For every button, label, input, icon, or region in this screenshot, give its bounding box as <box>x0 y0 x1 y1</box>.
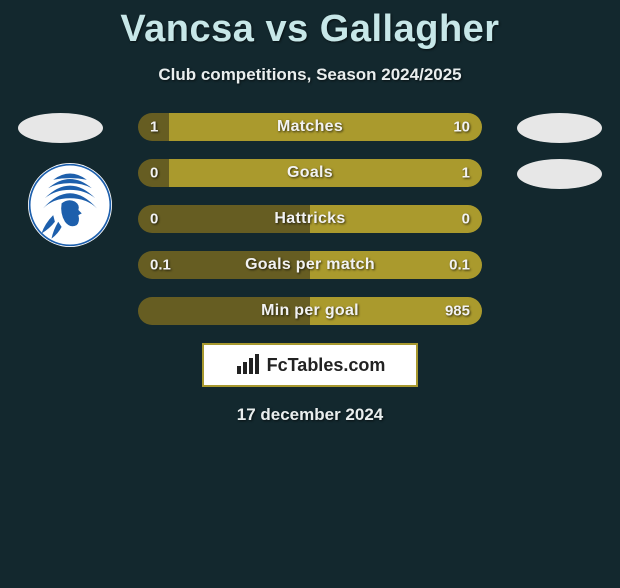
stat-row: 1Matches10 <box>138 113 482 141</box>
footer-brand: FcTables.com <box>267 355 386 376</box>
player-left-badge-1 <box>18 113 103 143</box>
stat-row: Min per goal985 <box>138 297 482 325</box>
stat-right-value: 10 <box>453 119 470 136</box>
stat-right-value: 985 <box>445 303 470 320</box>
player-right-badge-2 <box>517 159 602 189</box>
stat-label: Hattricks <box>138 210 482 228</box>
player-left-team-logo <box>28 163 112 247</box>
date: 17 december 2024 <box>0 405 620 425</box>
stat-right-value: 0.1 <box>449 257 470 274</box>
subtitle: Club competitions, Season 2024/2025 <box>0 65 620 85</box>
stat-label: Goals per match <box>138 256 482 274</box>
stat-label: Goals <box>138 164 482 182</box>
stat-row: 0Goals1 <box>138 159 482 187</box>
footer-logo: FcTables.com <box>202 343 418 387</box>
page-title: Vancsa vs Gallagher <box>0 8 620 51</box>
player-right-badge-1 <box>517 113 602 143</box>
stat-label: Min per goal <box>138 302 482 320</box>
stats-area: 1Matches100Goals10Hattricks00.1Goals per… <box>0 113 620 325</box>
bars-icon <box>235 354 261 376</box>
stat-bars: 1Matches100Goals10Hattricks00.1Goals per… <box>138 113 482 325</box>
stat-row: 0.1Goals per match0.1 <box>138 251 482 279</box>
stat-label: Matches <box>138 118 482 136</box>
stat-right-value: 1 <box>462 165 470 182</box>
stat-right-value: 0 <box>462 211 470 228</box>
stat-row: 0Hattricks0 <box>138 205 482 233</box>
